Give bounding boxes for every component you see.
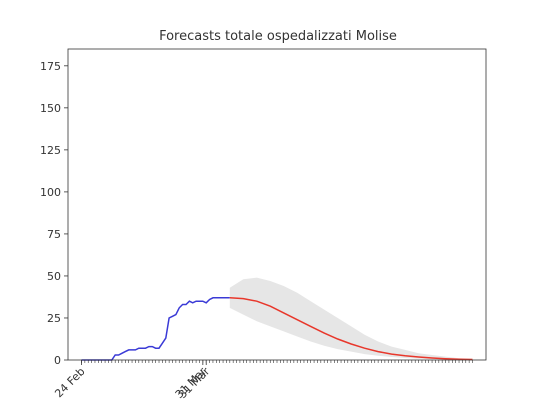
y-tick-label: 25 — [47, 312, 61, 325]
y-tick-label: 75 — [47, 228, 61, 241]
y-tick-label: 175 — [40, 60, 61, 73]
y-tick-label: 100 — [40, 186, 61, 199]
y-tick-label: 50 — [47, 270, 61, 283]
chart-title: Forecasts totale ospedalizzati Molise — [159, 29, 397, 44]
x-tick-label: 24 Feb — [52, 365, 87, 400]
y-tick-label: 125 — [40, 144, 61, 157]
observed-series-line — [81, 297, 230, 361]
forecast-series-line — [229, 297, 473, 361]
confidence-band — [229, 277, 473, 360]
y-tick-label: 150 — [40, 102, 61, 115]
y-tick-label: 0 — [54, 354, 61, 367]
confidence-band-layer — [229, 277, 473, 360]
